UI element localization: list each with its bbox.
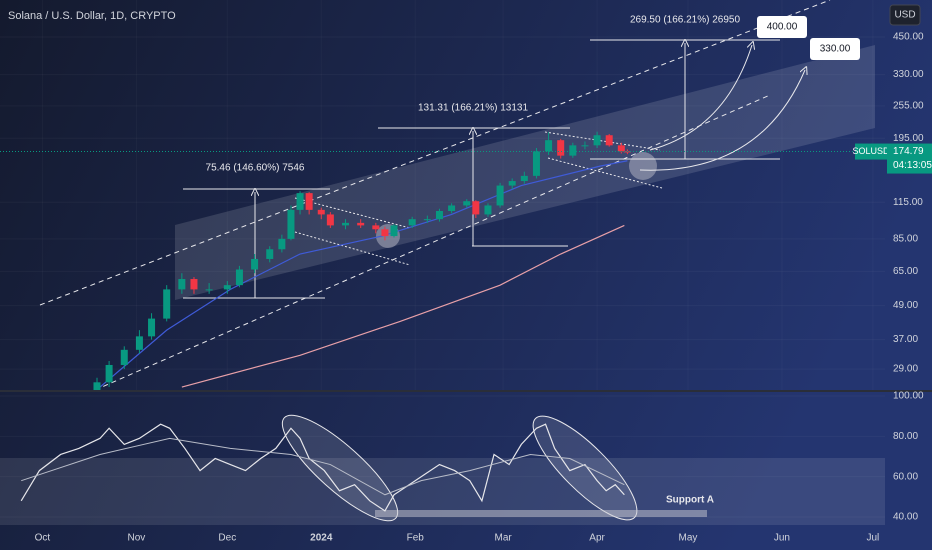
candle-body	[448, 205, 456, 211]
x-tick-label: Oct	[35, 533, 51, 544]
touch-circle	[629, 152, 657, 180]
candle-body	[251, 258, 259, 270]
x-tick-label: May	[679, 533, 698, 544]
candle-body	[326, 214, 334, 226]
annotation: 75.46 (146.60%) 7546	[206, 163, 305, 174]
line	[21, 437, 625, 496]
candle-body	[463, 201, 471, 206]
candle-body	[390, 225, 398, 237]
candle-body	[135, 336, 143, 350]
candle-body	[317, 209, 325, 215]
annotation: Support A	[666, 495, 714, 506]
x-tick-label: 2024	[310, 533, 333, 544]
currency: USD	[894, 10, 915, 21]
channel-band	[175, 45, 875, 300]
candle-body	[484, 205, 492, 215]
candle-body	[296, 193, 304, 210]
candle-body	[520, 175, 528, 182]
x-tick-label: Jun	[774, 533, 790, 544]
candle-body	[372, 225, 380, 230]
x-tick-label: Mar	[494, 533, 512, 544]
candle-body	[148, 318, 156, 337]
chart-title: Solana / U.S. Dollar, 1D, CRYPTO	[8, 10, 176, 22]
candle-body	[305, 193, 313, 210]
annotation: 131.31 (166.21%) 13131	[418, 103, 529, 114]
candle-body	[93, 382, 101, 390]
highlight-ellipse	[532, 415, 638, 521]
price-box	[887, 143, 932, 174]
candle-body	[581, 145, 589, 147]
x-tick-label: Feb	[407, 533, 425, 544]
candle-body	[178, 279, 186, 290]
candle-body	[569, 145, 577, 156]
symbol-box	[855, 143, 887, 160]
candle-body	[342, 222, 350, 226]
channel-top	[39, 0, 831, 306]
candle-body	[190, 279, 198, 290]
x-tick-label: Jul	[866, 533, 879, 544]
y-tick-label: 100.00	[893, 391, 924, 402]
y-tick-label: 60.00	[893, 471, 918, 482]
y-tick-label: 37.00	[893, 334, 918, 345]
candle-body	[435, 210, 443, 220]
last-price: 174.79	[893, 146, 924, 157]
y-tick-label: 65.00	[893, 266, 918, 277]
candle-body	[287, 209, 295, 239]
candle-body	[235, 269, 243, 286]
support-bar	[375, 510, 707, 517]
target-label: 330.00	[820, 44, 851, 55]
currency-box	[889, 4, 921, 26]
projection-arrow	[639, 70, 805, 171]
candle-body	[545, 140, 553, 152]
y-tick-label: 49.00	[893, 300, 918, 311]
candle-body	[381, 229, 389, 237]
y-tick-label: 40.00	[893, 512, 918, 523]
candle-body	[163, 289, 171, 319]
candle-body	[105, 364, 113, 383]
line	[181, 224, 625, 388]
x-tick-label: Apr	[589, 533, 605, 544]
candle-body	[423, 219, 431, 221]
candle-body	[205, 289, 213, 291]
candle-body	[266, 249, 274, 259]
x-tick-label: Dec	[218, 533, 236, 544]
symbol-label: SOLUSD	[852, 146, 890, 156]
y-tick-label: 115.00	[893, 197, 923, 208]
y-tick-label: 255.00	[893, 100, 924, 111]
target-box	[810, 38, 860, 60]
candle-body	[472, 201, 480, 215]
candle-body	[120, 349, 128, 365]
candle-body	[223, 285, 231, 290]
y-tick-label: 195.00	[893, 133, 924, 144]
channel-bottom	[94, 94, 771, 390]
y-tick-label: 450.00	[893, 32, 924, 43]
target-box	[757, 16, 807, 38]
candle-body	[357, 222, 365, 226]
target-label: 400.00	[767, 22, 798, 33]
countdown: 04:13:05	[893, 160, 932, 171]
y-tick-label: 85.00	[893, 234, 918, 245]
candle-body	[557, 140, 565, 156]
rsi-pane	[0, 395, 885, 525]
candle-body	[605, 135, 613, 146]
y-tick-label: 29.00	[893, 364, 918, 375]
candle-body	[278, 238, 286, 250]
y-tick-label: 330.00	[893, 69, 924, 80]
price-pane	[39, 0, 875, 390]
candle-body	[508, 181, 516, 186]
candle-body	[617, 145, 625, 152]
annotation: 269.50 (166.21%) 26950	[630, 15, 741, 26]
flag-line	[544, 131, 661, 151]
y-tick-label: 80.00	[893, 431, 918, 442]
candle-body	[496, 185, 504, 206]
candle-body	[408, 219, 416, 226]
projection-arrow	[649, 45, 752, 151]
candle-body	[532, 151, 540, 176]
highlight-ellipse	[281, 414, 399, 522]
candle-body	[593, 135, 601, 146]
x-tick-label: Nov	[127, 533, 145, 544]
line	[20, 423, 625, 512]
